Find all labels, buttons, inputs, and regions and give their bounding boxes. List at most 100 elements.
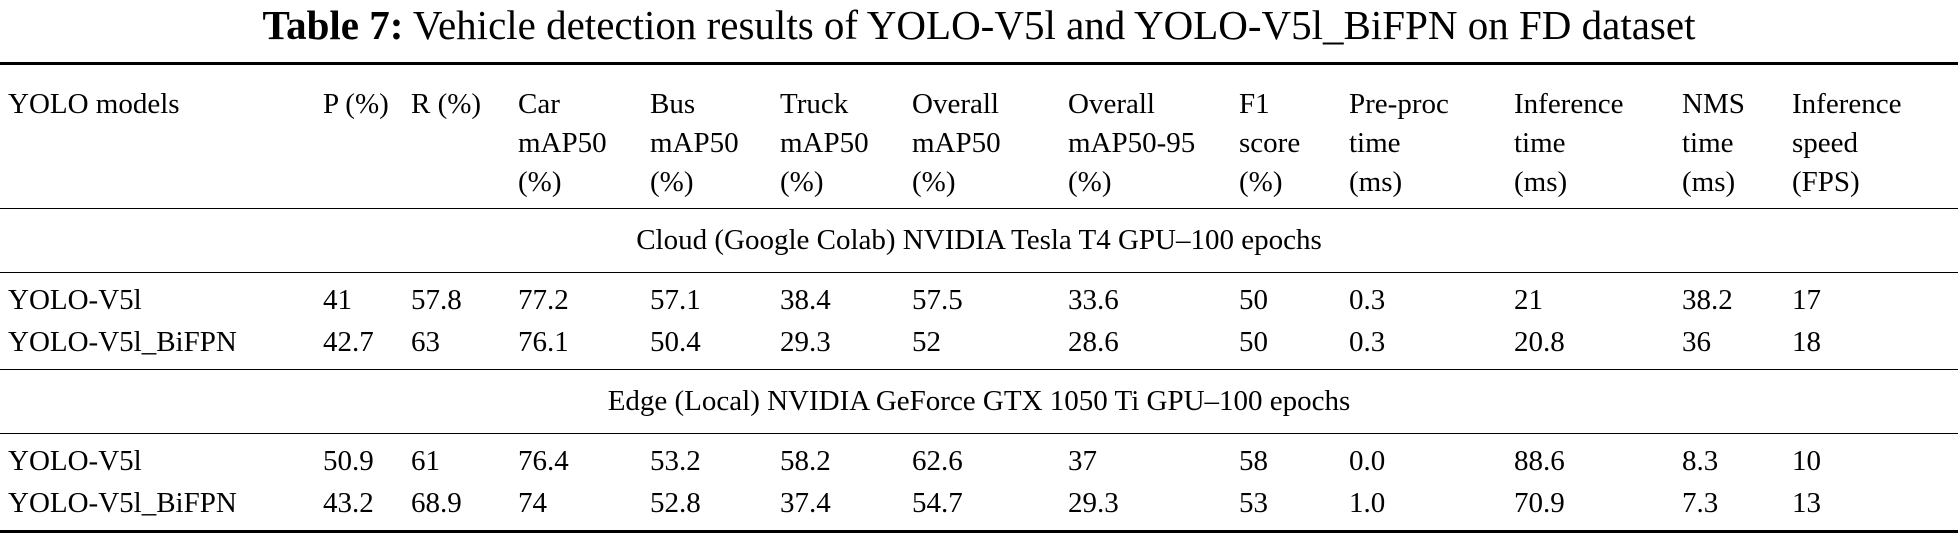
column-header-line: (%): [1068, 166, 1112, 198]
column-header-line: Overall: [1068, 88, 1155, 120]
table-cell: 52: [912, 326, 941, 358]
column-header-line: Overall: [912, 88, 999, 120]
column-header-line: time: [1514, 127, 1566, 159]
table-cell: 43.2: [315, 483, 403, 533]
column-header: Overall mAP50 (%): [904, 62, 1060, 209]
table-cell: 7.3: [1674, 483, 1784, 533]
column-header: Truck mAP50 (%): [772, 62, 904, 209]
column-header: YOLO models: [0, 62, 315, 209]
table-cell: 63: [411, 326, 440, 358]
table-row: YOLO-V5l_BiFPN 42.7 63 76.1 50.4 29.3 52 28.6 50…: [0, 322, 1958, 370]
column-header: Pre-proc time (ms): [1341, 62, 1506, 209]
table-caption-text: Vehicle detection results of YOLO-V5l an…: [412, 2, 1696, 48]
section-title: Edge (Local) NVIDIA GeForce GTX 1050 Ti …: [0, 369, 1958, 434]
table-cell: 88.6: [1514, 445, 1565, 477]
table-cell: 70.9: [1506, 483, 1674, 533]
table-caption-label: Table 7:: [262, 2, 404, 48]
column-header: Inference time (ms): [1506, 62, 1674, 209]
table-cell: 0.3: [1349, 284, 1386, 316]
column-header: Car mAP50 (%): [510, 62, 642, 209]
column-header-line: time: [1682, 127, 1734, 159]
table-cell: 50.9: [323, 445, 374, 477]
table-cell: 20.8: [1514, 326, 1565, 358]
column-header-line: (%): [912, 166, 956, 198]
column-header-line: (ms): [1682, 166, 1736, 198]
column-header-line: mAP50: [518, 127, 607, 159]
table-cell: 52.8: [642, 483, 772, 533]
table-cell: 38.4: [780, 284, 831, 316]
table-cell: 77.2: [518, 284, 569, 316]
column-header: F1 score (%): [1231, 62, 1341, 209]
column-header-line: mAP50: [650, 127, 739, 159]
column-header-line: (%): [1239, 166, 1283, 198]
table-row: YOLO-V5l 41 57.8 77.2 57.1 38.4 57.5 33.6 50 0.3 2…: [0, 273, 1958, 323]
table-cell: 10: [1792, 445, 1821, 477]
table-cell: 0.0: [1349, 445, 1386, 477]
header-row: YOLO models P (%) R (%) Car mAP50 (%) Bus mAP50…: [0, 62, 1958, 209]
table-cell: 0.3: [1349, 326, 1386, 358]
column-header-line: (FPS): [1792, 166, 1860, 198]
table-cell: 38.2: [1682, 284, 1733, 316]
column-header-line: (%): [650, 166, 694, 198]
table-cell: 58.2: [780, 445, 831, 477]
table-cell: 76.4: [518, 445, 569, 477]
column-header-line: NMS: [1682, 88, 1745, 120]
table-cell: 29.3: [1060, 483, 1231, 533]
column-header: P (%): [315, 62, 403, 209]
column-header: R (%): [403, 62, 510, 209]
table-cell: 28.6: [1068, 326, 1119, 358]
model-name-cell: YOLO-V5l_BiFPN: [0, 483, 315, 533]
column-header-line: Truck: [780, 88, 849, 120]
table-cell: 53.2: [650, 445, 701, 477]
table-cell: 57.1: [650, 284, 701, 316]
model-name-cell: YOLO-V5l: [8, 445, 142, 477]
column-header-line: R (%): [411, 88, 482, 120]
table-cell: 8.3: [1682, 445, 1719, 477]
table-cell: 68.9: [403, 483, 510, 533]
column-header-line: Pre-proc: [1349, 88, 1449, 120]
column-header-line: Inference: [1514, 88, 1624, 120]
column-header-line: F1: [1239, 88, 1270, 120]
table-cell: 21: [1514, 284, 1543, 316]
column-header-line: time: [1349, 127, 1401, 159]
column-header: NMS time (ms): [1674, 62, 1784, 209]
column-header-line: score: [1239, 127, 1301, 159]
table-body: Cloud (Google Colab) NVIDIA Tesla T4 GPU…: [0, 208, 1958, 533]
column-header-line: Car: [518, 88, 560, 120]
table-cell: 29.3: [780, 326, 831, 358]
section-title: Cloud (Google Colab) NVIDIA Tesla T4 GPU…: [0, 208, 1958, 273]
table-cell: 57.8: [411, 284, 462, 316]
column-header-line: Bus: [650, 88, 696, 120]
table-cell: 58: [1239, 445, 1268, 477]
section-row: Edge (Local) NVIDIA GeForce GTX 1050 Ti …: [0, 369, 1958, 434]
table-row: YOLO-V5l_BiFPN 43.2 68.9 74 52.8 37.4 54.7 29.3…: [0, 483, 1958, 533]
table-cell: 37: [1068, 445, 1097, 477]
column-header-line: mAP50: [780, 127, 869, 159]
column-header: Inference speed (FPS): [1784, 62, 1958, 209]
table-cell: 13: [1784, 483, 1958, 533]
table-cell: 33.6: [1068, 284, 1119, 316]
column-header-line: mAP50-95: [1068, 127, 1196, 159]
column-header-line: (ms): [1349, 166, 1403, 198]
table-cell: 42.7: [323, 326, 374, 358]
table-cell: 17: [1792, 284, 1821, 316]
column-header-line: (ms): [1514, 166, 1568, 198]
column-header-line: YOLO models: [8, 88, 180, 120]
section-row: Cloud (Google Colab) NVIDIA Tesla T4 GPU…: [0, 208, 1958, 273]
table-cell: 61: [411, 445, 440, 477]
table-cell: 76.1: [518, 326, 569, 358]
table-cell: 57.5: [912, 284, 963, 316]
column-header-line: mAP50: [912, 127, 1001, 159]
table-cell: 62.6: [912, 445, 963, 477]
column-header-line: speed: [1792, 127, 1859, 159]
column-header-line: (%): [780, 166, 824, 198]
table-cell: 50: [1239, 326, 1268, 358]
column-header: Overall mAP50-95 (%): [1060, 62, 1231, 209]
column-header-line: P (%): [323, 88, 389, 120]
table-cell: 37.4: [772, 483, 904, 533]
table-cell: 50.4: [650, 326, 701, 358]
model-name-cell: YOLO-V5l_BiFPN: [8, 326, 237, 358]
table-cell: 41: [323, 284, 352, 316]
column-header: Bus mAP50 (%): [642, 62, 772, 209]
table-cell: 1.0: [1341, 483, 1506, 533]
